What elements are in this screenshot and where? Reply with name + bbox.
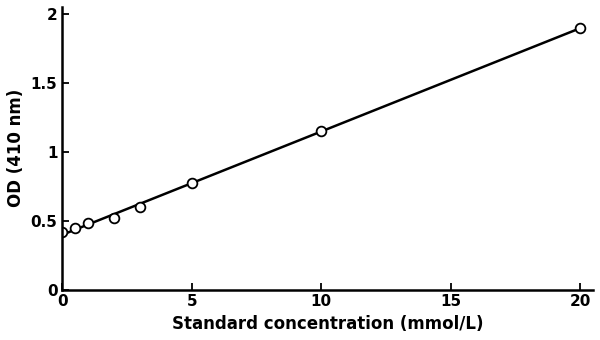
- Y-axis label: OD (410 nm): OD (410 nm): [7, 89, 25, 207]
- Point: [575, 25, 585, 30]
- Point: [70, 225, 80, 230]
- X-axis label: Standard concentration (mmol/L): Standard concentration (mmol/L): [172, 315, 484, 333]
- Point: [135, 204, 145, 210]
- Point: [83, 221, 93, 226]
- Point: [316, 128, 326, 134]
- Point: [187, 181, 197, 186]
- Point: [109, 215, 119, 221]
- Point: [58, 229, 67, 235]
